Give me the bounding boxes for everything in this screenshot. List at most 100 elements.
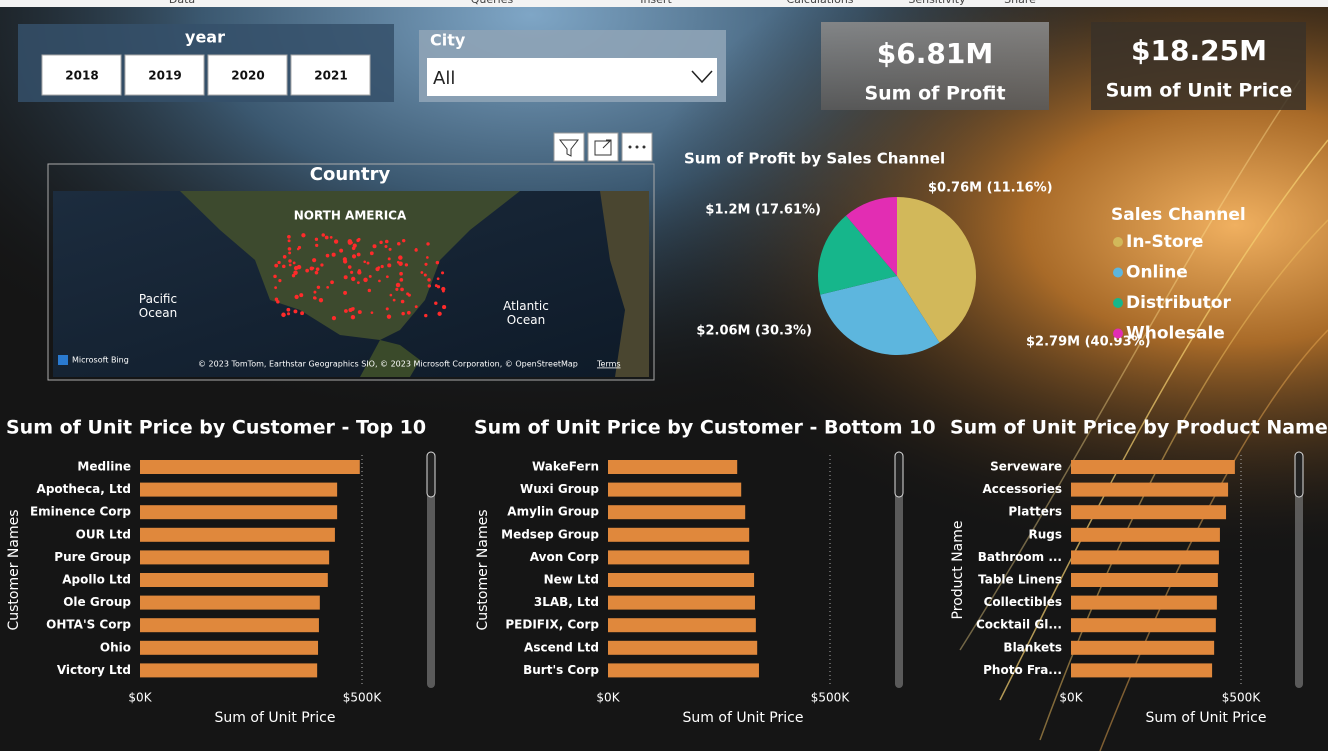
city-point xyxy=(277,260,281,265)
map-terms[interactable]: Terms xyxy=(596,360,621,369)
city-point xyxy=(434,301,438,305)
pie-slice[interactable] xyxy=(846,197,897,276)
city-point xyxy=(348,307,353,313)
city-point xyxy=(273,274,277,279)
bar[interactable] xyxy=(608,618,756,633)
bar[interactable] xyxy=(1071,618,1216,633)
y-tick-label: Medsep Group xyxy=(501,527,599,541)
city-point xyxy=(401,311,405,316)
bar[interactable] xyxy=(608,595,755,610)
ribbon-tab[interactable]: Data xyxy=(169,0,195,6)
city-point xyxy=(377,266,381,270)
bar[interactable] xyxy=(608,460,738,474)
legend-entry[interactable]: Wholesale xyxy=(1126,324,1225,344)
data-label: $2.06M (30.3%) xyxy=(696,324,812,339)
y-tick-label: Accessories xyxy=(983,482,1063,496)
kpi-card xyxy=(1091,22,1306,110)
bar[interactable] xyxy=(1071,640,1215,655)
legend-entry[interactable]: Distributor xyxy=(1126,293,1231,313)
dropdown-arrow[interactable] xyxy=(691,70,713,84)
focus-icon[interactable] xyxy=(587,132,619,162)
slicer-button[interactable] xyxy=(207,54,288,96)
dropdown-value[interactable]: All xyxy=(433,68,455,89)
filter-icon[interactable] xyxy=(553,132,585,162)
city-point xyxy=(363,260,367,264)
bar[interactable] xyxy=(140,663,318,678)
slicer-option[interactable]: 2020 xyxy=(231,69,264,83)
ribbon-tab[interactable]: Share xyxy=(1004,0,1036,6)
slicer-option[interactable]: 2021 xyxy=(314,69,347,83)
bar[interactable] xyxy=(608,505,746,520)
y-tick-label: Eminence Corp xyxy=(30,505,131,519)
y-tick-label: Apotheca, Ltd xyxy=(37,482,131,496)
pie-slice[interactable] xyxy=(817,215,897,295)
bar[interactable] xyxy=(608,550,750,565)
y-tick-label: Table Linens xyxy=(978,573,1062,587)
y-tick-label: Ohio xyxy=(100,640,131,654)
slicer-button[interactable] xyxy=(290,54,371,96)
pie-slice[interactable] xyxy=(897,197,976,343)
slicer-button[interactable] xyxy=(41,54,122,96)
city-point xyxy=(320,263,324,267)
legend-entry[interactable]: In-Store xyxy=(1126,232,1203,252)
scrollbar-thumb[interactable] xyxy=(894,451,904,498)
bar[interactable] xyxy=(1071,550,1219,565)
scrollbar-track[interactable] xyxy=(895,452,903,688)
city-point xyxy=(300,311,305,316)
bar[interactable] xyxy=(608,527,750,542)
scrollbar-thumb[interactable] xyxy=(1294,451,1304,498)
scrollbar-track[interactable] xyxy=(427,452,435,688)
scrollbar-track[interactable] xyxy=(1295,452,1303,688)
dropdown[interactable] xyxy=(427,58,717,96)
ribbon-tab[interactable]: Sensitivity xyxy=(908,0,966,6)
bar[interactable] xyxy=(608,640,758,655)
city-point xyxy=(385,275,389,279)
bar[interactable] xyxy=(1071,573,1218,587)
bar[interactable] xyxy=(1071,663,1213,678)
bar[interactable] xyxy=(140,527,335,542)
bar[interactable] xyxy=(1071,527,1220,542)
y-tick-label: Platters xyxy=(1008,505,1062,519)
ribbon-tab[interactable]: Calculations xyxy=(786,0,853,6)
city-point xyxy=(369,251,374,256)
bar[interactable] xyxy=(140,505,338,520)
bar[interactable] xyxy=(140,618,319,633)
slicer-option[interactable]: 2018 xyxy=(65,69,98,83)
pie-slice[interactable] xyxy=(820,276,940,356)
slicer-button[interactable] xyxy=(124,54,205,96)
y-tick-label: Collectibles xyxy=(984,595,1062,609)
city-point xyxy=(314,270,319,275)
bar[interactable] xyxy=(1071,595,1217,610)
legend-marker xyxy=(1113,328,1123,339)
city-point xyxy=(274,286,278,290)
city-point xyxy=(339,248,344,253)
city-point xyxy=(424,262,428,266)
x-tick-label: $0K xyxy=(1059,691,1083,705)
bar[interactable] xyxy=(608,573,755,587)
scrollbar-thumb[interactable] xyxy=(426,451,436,498)
bar[interactable] xyxy=(1071,482,1229,497)
bar[interactable] xyxy=(608,663,759,678)
city-point xyxy=(343,290,348,295)
ribbon-tab[interactable]: Queries xyxy=(471,0,514,6)
bar[interactable] xyxy=(140,460,360,474)
x-tick-label: $0K xyxy=(128,691,152,705)
data-label: $0.76M (11.16%) xyxy=(928,181,1053,196)
bar[interactable] xyxy=(140,550,330,565)
bar[interactable] xyxy=(140,595,320,610)
bar[interactable] xyxy=(1071,505,1227,520)
city-point xyxy=(347,265,352,269)
bar[interactable] xyxy=(140,573,328,587)
bar[interactable] xyxy=(608,482,742,497)
chart-title: Sum of Unit Price by Customer - Top 10 xyxy=(6,417,426,439)
legend-entry[interactable]: Online xyxy=(1126,263,1188,283)
ribbon-tab[interactable]: Insert xyxy=(640,0,672,6)
city-point xyxy=(404,263,409,267)
slicer-option[interactable]: 2019 xyxy=(148,69,181,83)
bar[interactable] xyxy=(1071,460,1235,474)
city-point xyxy=(387,257,391,261)
city-point xyxy=(395,287,399,291)
bar[interactable] xyxy=(140,482,338,497)
bar[interactable] xyxy=(140,640,319,655)
x-tick-label: $500K xyxy=(811,691,851,705)
